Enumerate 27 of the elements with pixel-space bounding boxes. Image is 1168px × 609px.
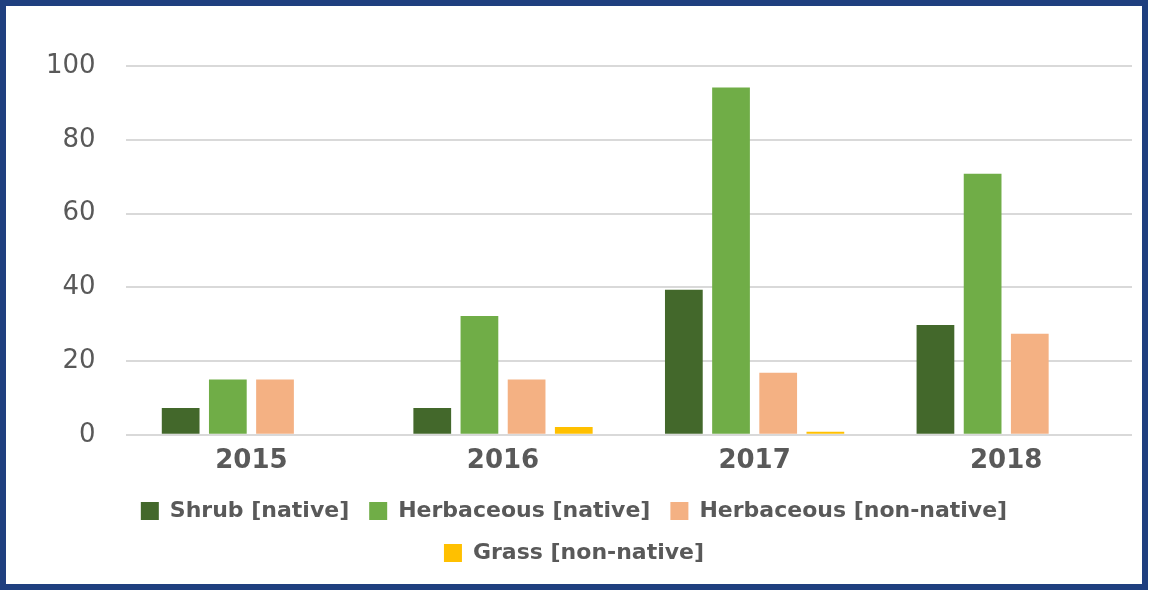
x-tick-label: 2016 — [466, 444, 540, 475]
bar — [916, 324, 955, 434]
bar — [712, 87, 750, 434]
y-tick-label: 60 — [62, 196, 96, 227]
bar — [208, 379, 247, 434]
bar — [664, 289, 703, 434]
bar — [963, 173, 1002, 434]
x-tick-label: 2015 — [215, 444, 288, 475]
legend-label: Grass [non-native] — [472, 538, 705, 564]
bar — [256, 379, 294, 434]
bar — [507, 379, 546, 434]
x-tick-label: 2018 — [970, 444, 1043, 475]
y-tick-label: 100 — [45, 48, 96, 79]
bar — [554, 427, 593, 434]
bar — [759, 372, 798, 434]
bar — [161, 407, 200, 434]
y-tick-label: 40 — [62, 270, 96, 301]
bar — [460, 316, 499, 434]
y-tick-label: 80 — [62, 122, 96, 153]
y-tick-label: 20 — [62, 343, 96, 374]
legend-label: Shrub [native] — [169, 496, 350, 522]
x-tick-label: 2017 — [718, 444, 791, 475]
bar — [413, 407, 452, 434]
legend-label: Herbaceous [native] — [398, 496, 651, 522]
legend-label: Herbaceous [non-native] — [699, 496, 1008, 522]
bar — [1010, 333, 1049, 434]
y-tick-label: 0 — [79, 417, 96, 448]
